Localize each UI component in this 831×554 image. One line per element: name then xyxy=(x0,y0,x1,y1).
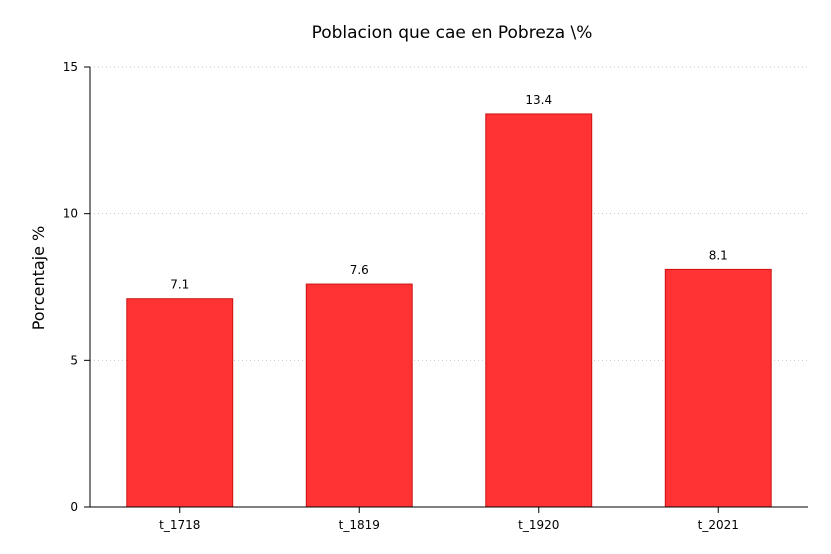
data-label: 13.4 xyxy=(525,93,552,107)
y-axis-label: Porcentaje % xyxy=(29,226,48,331)
data-label: 8.1 xyxy=(709,248,728,262)
bar xyxy=(126,298,234,508)
x-tick-label: t_2021 xyxy=(698,518,739,532)
y-tick-label: 5 xyxy=(70,353,78,367)
x-tick-label: t_1718 xyxy=(159,518,200,532)
x-tick-label: t_1819 xyxy=(339,518,380,532)
data-label: 7.6 xyxy=(350,263,369,277)
bar xyxy=(664,268,772,508)
bar xyxy=(305,283,413,508)
bars xyxy=(126,113,772,508)
bar xyxy=(485,113,593,508)
data-labels: 7.1 7.6 13.4 8.1 xyxy=(170,93,728,292)
y-tick-label: 10 xyxy=(63,207,78,221)
x-tick-label: t_1920 xyxy=(518,518,559,532)
y-tick-label: 0 xyxy=(70,500,78,514)
data-label: 7.1 xyxy=(170,278,189,292)
axes: 0 5 10 15 t_1718 t_1819 t_1920 t_2021 xyxy=(63,60,808,532)
y-tick-label: 15 xyxy=(63,60,78,74)
chart-title: Poblacion que cae en Pobreza \% xyxy=(312,23,593,43)
